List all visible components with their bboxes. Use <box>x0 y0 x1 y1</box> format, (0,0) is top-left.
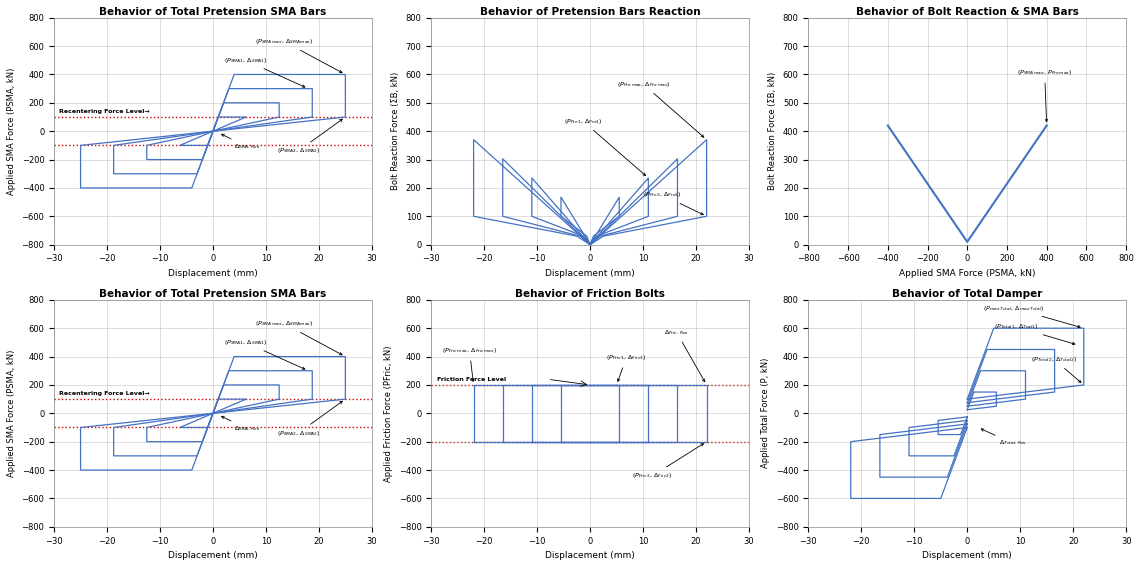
Text: $\Delta_{Fric,\,Res}$: $\Delta_{Fric,\,Res}$ <box>664 328 705 382</box>
Text: $(P_{Pre1},\,\Delta_{Pre1})$: $(P_{Pre1},\,\Delta_{Pre1})$ <box>564 117 646 176</box>
X-axis label: Displacement (mm): Displacement (mm) <box>168 269 258 278</box>
Text: $(P_{max\,Total},\,\Delta_{max\,Total})$: $(P_{max\,Total},\,\Delta_{max\,Total})$ <box>984 304 1081 328</box>
X-axis label: Displacement (mm): Displacement (mm) <box>168 551 258 560</box>
Text: $(P_{SMA2},\,\Delta_{SMA2})$: $(P_{SMA2},\,\Delta_{SMA2})$ <box>276 119 342 155</box>
Y-axis label: Applied Friction Force (PFric, kN): Applied Friction Force (PFric, kN) <box>385 345 394 481</box>
Y-axis label: Bolt Reaction Force (ΣB, kN): Bolt Reaction Force (ΣB, kN) <box>768 72 777 191</box>
Y-axis label: Applied SMA Force (PSMA, kN): Applied SMA Force (PSMA, kN) <box>7 67 16 195</box>
Text: $(P_{SMA\,max},\,\Delta_{SMA\,max})$: $(P_{SMA\,max},\,\Delta_{SMA\,max})$ <box>256 319 342 355</box>
Text: $(P_{SMA\,max},\,\Delta_{SMA\,max})$: $(P_{SMA\,max},\,\Delta_{SMA\,max})$ <box>256 37 342 73</box>
Text: $\Delta_{SMA,\,Res}$: $\Delta_{SMA,\,Res}$ <box>221 134 261 151</box>
Text: Friction Force Level: Friction Force Level <box>437 376 505 382</box>
Text: $(P_{Pre2},\,\Delta_{Pre2})$: $(P_{Pre2},\,\Delta_{Pre2})$ <box>644 191 703 215</box>
Text: Recentering Force Level→: Recentering Force Level→ <box>59 391 149 396</box>
Y-axis label: Bolt Reaction Force (ΣB, kN): Bolt Reaction Force (ΣB, kN) <box>391 72 400 191</box>
X-axis label: Displacement (mm): Displacement (mm) <box>922 551 1012 560</box>
Y-axis label: Applied Total Force (P, kN): Applied Total Force (P, kN) <box>761 358 770 468</box>
Text: $\Delta_{SMA,\,Res}$: $\Delta_{SMA,\,Res}$ <box>221 416 261 433</box>
Text: $(P_{SMA\,max},\,P_{Pre\,max})$: $(P_{SMA\,max},\,P_{Pre\,max})$ <box>1017 69 1073 122</box>
Title: Behavior of Bolt Reaction & SMA Bars: Behavior of Bolt Reaction & SMA Bars <box>856 7 1078 17</box>
Title: Behavior of Friction Bolts: Behavior of Friction Bolts <box>516 289 665 299</box>
Title: Behavior of Pretension Bars Reaction: Behavior of Pretension Bars Reaction <box>480 7 701 17</box>
Text: $(P_{Pre\,max},\,\Delta_{Pre\,max})$: $(P_{Pre\,max},\,\Delta_{Pre\,max})$ <box>616 80 704 137</box>
Text: $(P_{Fric1},\,\Delta_{Fric1})$: $(P_{Fric1},\,\Delta_{Fric1})$ <box>606 353 646 382</box>
Text: Recentering Force Level→: Recentering Force Level→ <box>59 109 149 114</box>
Text: $(P_{Total1},\,\Delta_{Toal1})$: $(P_{Total1},\,\Delta_{Toal1})$ <box>994 322 1075 345</box>
Text: $(P_{SMA1},\,\Delta_{SMA1})$: $(P_{SMA1},\,\Delta_{SMA1})$ <box>224 56 305 87</box>
Text: $\Delta_{Total,\,Res}$: $\Delta_{Total,\,Res}$ <box>981 429 1027 447</box>
Text: $(P_{Fric2},\,\Delta_{Fric2})$: $(P_{Fric2},\,\Delta_{Fric2})$ <box>632 443 704 480</box>
Title: Behavior of Total Damper: Behavior of Total Damper <box>892 289 1043 299</box>
X-axis label: Applied SMA Force (PSMA, kN): Applied SMA Force (PSMA, kN) <box>899 269 1036 278</box>
Text: $(P_{SMA1},\,\Delta_{SMA1})$: $(P_{SMA1},\,\Delta_{SMA1})$ <box>224 338 305 369</box>
X-axis label: Displacement (mm): Displacement (mm) <box>545 551 636 560</box>
Text: $(P_{SMA2},\,\Delta_{SMA2})$: $(P_{SMA2},\,\Delta_{SMA2})$ <box>276 401 342 438</box>
Title: Behavior of Total Pretension SMA Bars: Behavior of Total Pretension SMA Bars <box>99 289 326 299</box>
Text: $(P_{Total2},\,\Delta_{Total2})$: $(P_{Total2},\,\Delta_{Total2})$ <box>1030 355 1081 383</box>
Text: $(P_{Fric\,max},\,\Delta_{Fric\,max})$: $(P_{Fric\,max},\,\Delta_{Fric\,max})$ <box>442 346 497 381</box>
X-axis label: Displacement (mm): Displacement (mm) <box>545 269 636 278</box>
Title: Behavior of Total Pretension SMA Bars: Behavior of Total Pretension SMA Bars <box>99 7 326 17</box>
Y-axis label: Applied SMA Force (PSMA, kN): Applied SMA Force (PSMA, kN) <box>7 350 16 477</box>
